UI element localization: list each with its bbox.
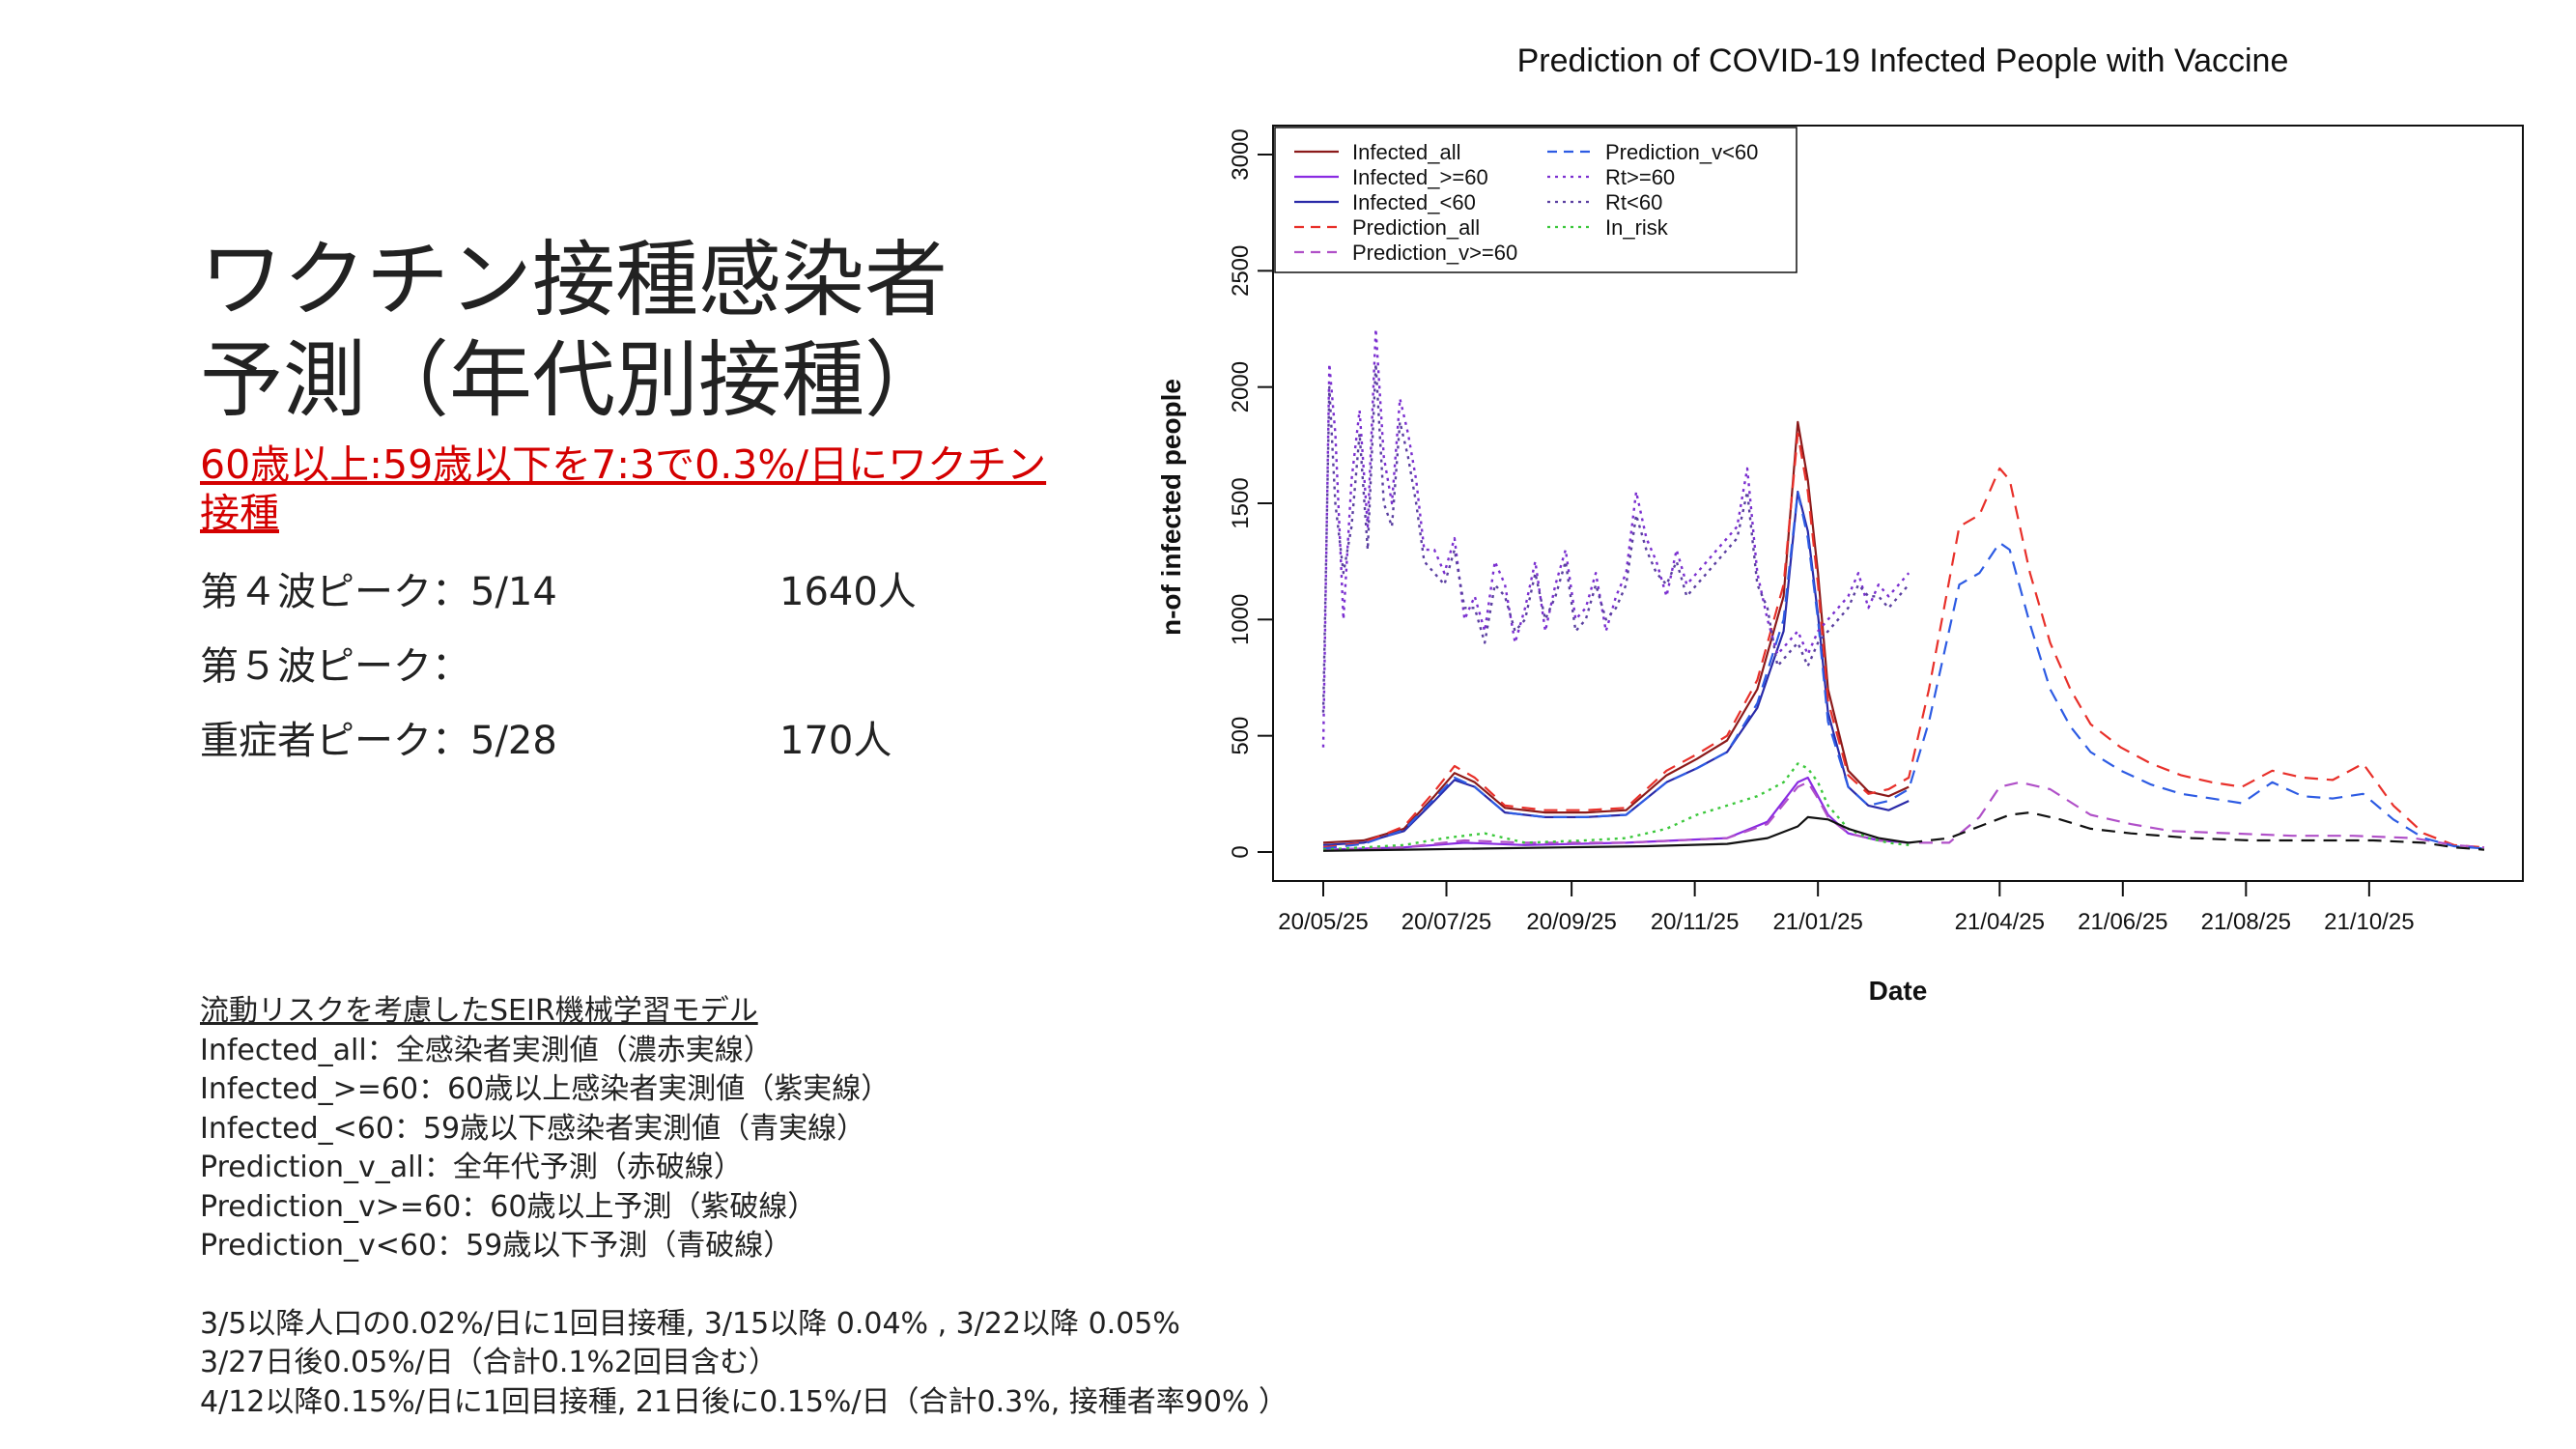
legend-label: Prediction_all (1352, 215, 1480, 240)
series-line (1322, 420, 1910, 844)
x-axis-label: Date (1869, 976, 1928, 1006)
x-tick-label: 20/07/25 (1401, 909, 1491, 935)
peak-label: 第５波ピーク： (200, 644, 470, 689)
scenario-link[interactable]: 60歳以上:59歳以下を7:3で0.3%/日にワクチン接種 (200, 441, 1047, 536)
y-tick-label: 3000 (1228, 128, 1254, 180)
legend-label: Infected_<60 (1352, 190, 1476, 214)
y-tick-label: 500 (1228, 717, 1254, 755)
slide-title-line-1: ワクチン接種感染者 (200, 232, 948, 328)
model-notes: 流動リスクを考慮したSEIR機械学習モデル Infected_all：全感染者実… (200, 992, 1288, 1422)
peak-label: 第４波ピーク：5/14 (200, 570, 557, 614)
legend-note: Prediction_v>=60：60歳以上予測（紫破線） (200, 1189, 817, 1224)
legend-box (1274, 127, 1798, 273)
x-tick-label: 20/11/25 (1651, 909, 1740, 935)
slide-title: ワクチン接種感染者 予測（年代別接種） (200, 230, 948, 431)
legend-label: In_risk (1605, 215, 1669, 240)
x-tick-label: 21/08/25 (2201, 909, 2291, 935)
chart-axes: 0 500 1000 1500 2000 2500 3000 20/05/25 20/07/25… (1228, 125, 2524, 935)
x-tick-label: 21/04/25 (1955, 909, 2045, 935)
legend-label: Prediction_v>=60 (1352, 241, 1517, 265)
series-line (1321, 362, 1911, 713)
legend-label: Infected_>=60 (1352, 165, 1488, 189)
peak-label: 重症者ピーク：5/28 (200, 719, 557, 763)
chart-legend: Infected_allInfected_>=60Infected_<60Pre… (1274, 127, 1798, 273)
x-tick-label: 21/06/25 (2078, 909, 2167, 935)
chart-series (1321, 327, 2485, 852)
y-tick-label: 2000 (1228, 361, 1254, 412)
y-tick-label: 0 (1228, 845, 1254, 858)
legend-note: Infected_>=60：60歳以上感染者実測値（紫実線） (200, 1072, 891, 1106)
vaccine-note: 4/12以降0.15%/日に1回目接種, 21日後に0.15%/日（合計0.3%… (200, 1384, 1288, 1419)
legend-note: Prediction_v_all：全年代予測（赤破線） (200, 1151, 743, 1184)
vaccine-note: 3/5以降人口の0.02%/日に1回目接種, 3/15以降 0.04% , 3/… (200, 1306, 1180, 1341)
x-tick-label: 20/05/25 (1278, 909, 1368, 935)
series-line (1322, 781, 2485, 851)
series-line (1322, 815, 1910, 852)
chart-title: Prediction of COVID-19 Infected People w… (1516, 43, 2289, 79)
series-line (1321, 327, 1911, 748)
legend-label: Prediction_v<60 (1605, 140, 1758, 164)
series-line (1322, 762, 1910, 851)
x-tick-label: 21/10/25 (2324, 909, 2414, 935)
x-tick-label: 21/01/25 (1772, 909, 1862, 935)
vaccine-note: 3/27日後0.05%/日（合計0.1%2回目含む） (200, 1346, 778, 1379)
y-tick-label: 1000 (1228, 594, 1254, 645)
series-line (1322, 432, 2485, 849)
y-axis-label: n-of infected people (1156, 379, 1186, 636)
x-tick-label: 20/09/25 (1526, 909, 1616, 935)
legend-note: Infected_all：全感染者実測値（濃赤実線） (200, 1033, 773, 1067)
y-tick-label: 2500 (1228, 245, 1254, 297)
slide-title-line-2: 予測（年代別接種） (200, 332, 948, 429)
legend-note: Prediction_v<60：59歳以下予測（青破線） (200, 1229, 793, 1263)
y-tick-label: 1500 (1228, 477, 1254, 528)
series-line (1909, 810, 2485, 851)
legend-label: Rt<60 (1605, 190, 1662, 214)
peak-value: 1640人 (779, 570, 917, 614)
notes-heading: 流動リスクを考慮したSEIR機械学習モデル (200, 994, 758, 1028)
legend-note: Infected_<60：59歳以下感染者実測値（青実線） (200, 1111, 866, 1146)
legend-label: Infected_all (1352, 140, 1461, 164)
series-line (1322, 490, 2485, 850)
legend-label: Rt>=60 (1605, 165, 1675, 189)
peak-value: 170人 (779, 719, 892, 763)
